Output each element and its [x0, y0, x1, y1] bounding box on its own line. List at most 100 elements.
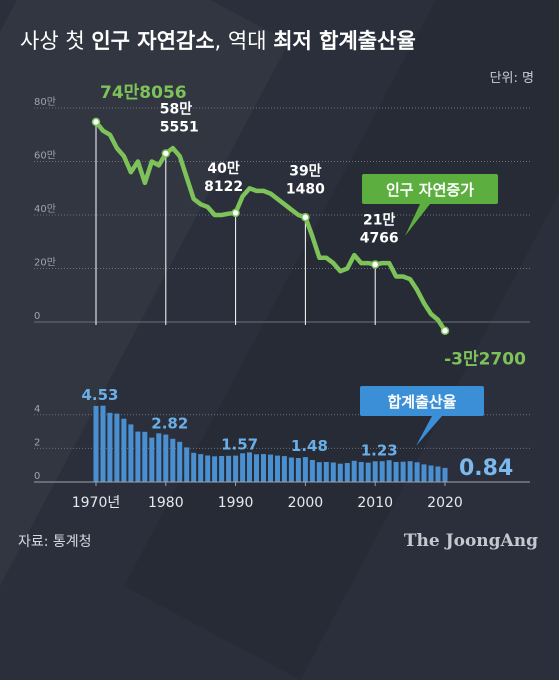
fertility-bar	[247, 452, 252, 482]
title-part-2: 인구 자연감소	[91, 29, 214, 53]
legend-natural-increase: 인구 자연증가	[362, 174, 498, 236]
x-tick-label: 1990	[218, 495, 254, 511]
line-chart-guides	[95, 121, 376, 325]
line-value-label: 39만	[289, 163, 321, 179]
fertility-bar	[114, 413, 120, 482]
bar-y-tick-label: 0	[34, 471, 40, 482]
line-value-label: 4766	[360, 231, 399, 247]
x-tick-label: 1980	[148, 495, 184, 511]
annotation-point	[370, 260, 380, 269]
fertility-bar	[428, 465, 434, 482]
fertility-bar	[93, 405, 99, 482]
x-tick-label: 2000	[288, 495, 324, 511]
fertility-bar	[100, 405, 106, 482]
line-value-label: 40만	[207, 161, 239, 177]
line-value-label: 1480	[286, 181, 325, 197]
title-part-4: 최저 합계출산율	[273, 29, 416, 53]
fertility-bar	[372, 461, 378, 482]
fertility-bar	[309, 460, 315, 482]
x-axis: 1970년 1980 1990 2000 2010 2020	[34, 481, 530, 511]
fertility-bar	[191, 452, 197, 482]
bar-value-label: 1.57	[221, 436, 258, 454]
source-label: 자료: 통계청	[18, 534, 92, 550]
line-chart-series	[93, 119, 448, 333]
unit-label: 단위: 명	[490, 71, 534, 86]
fertility-bar	[365, 462, 371, 482]
fertility-bar	[351, 460, 357, 482]
bar-value-label: 4.53	[81, 386, 118, 404]
bar-value-label: 0.84	[459, 456, 513, 481]
annotation-point	[301, 213, 310, 222]
fertility-bar	[386, 460, 392, 482]
fertility-bar	[261, 454, 266, 482]
line-y-tick-label: 20만	[34, 257, 56, 269]
bar-value-label: 2.82	[151, 415, 188, 433]
fertility-bar	[400, 461, 406, 482]
annotation-point	[440, 326, 450, 335]
line-value-label: 5551	[160, 119, 199, 135]
line-y-tick-label: 60만	[34, 150, 56, 162]
fertility-bar	[177, 441, 183, 482]
annotation-point	[91, 117, 101, 127]
fertility-bar	[421, 464, 427, 482]
fertility-bar	[281, 456, 287, 482]
fertility-bar	[163, 434, 169, 482]
fertility-bar	[288, 457, 294, 482]
fertility-bar	[337, 463, 343, 482]
fertility-bar	[198, 454, 204, 482]
fertility-bar	[226, 455, 232, 482]
title-part-1: 사상 첫	[20, 29, 91, 53]
fertility-bar	[142, 431, 148, 482]
fertility-bar	[358, 462, 364, 482]
line-y-tick-label: 40만	[34, 203, 56, 215]
fertility-bar	[184, 447, 190, 482]
fertility-bar	[316, 462, 322, 482]
bar-y-tick-label: 2	[34, 437, 40, 448]
title-part-3: , 역대	[215, 29, 274, 53]
fertility-bar	[379, 461, 385, 482]
fertility-bar	[156, 433, 162, 482]
x-tick-label: 2020	[427, 495, 463, 511]
fertility-bar	[121, 418, 127, 482]
natural-increase-line	[93, 119, 448, 333]
bar-chart-annotations: 4.53 2.82 1.57 1.48 1.23 0.84	[81, 386, 513, 481]
fertility-bar	[233, 455, 239, 482]
fertility-bar	[128, 424, 134, 482]
brand-logo: The JoongAng	[404, 531, 538, 551]
fertility-bar	[393, 462, 399, 482]
fertility-bar	[149, 437, 155, 482]
x-tick-label: 1970년	[72, 495, 121, 511]
line-value-label: -3만2700	[444, 350, 526, 370]
line-value-label: 8122	[204, 179, 243, 195]
fertility-bar	[435, 466, 441, 482]
chart-canvas: 사상 첫 인구 자연감소, 역대 최저 합계출산율 단위: 명 0 20만 40만 6…	[18, 29, 538, 551]
fertility-bar	[219, 456, 225, 482]
line-value-label: 21만	[363, 213, 395, 229]
fertility-bar	[330, 462, 336, 482]
fertility-bar	[442, 467, 448, 482]
line-y-tick-label: 80만	[34, 96, 56, 108]
legend-fertility-rate-label: 합계출산율	[387, 393, 456, 411]
annotation-point	[231, 208, 240, 218]
fertility-bar	[302, 457, 308, 482]
bar-y-tick-label: 4	[34, 404, 40, 415]
fertility-bar	[344, 463, 350, 482]
fertility-bar	[205, 455, 211, 482]
line-y-tick-label: 0	[34, 311, 40, 322]
fertility-bar	[407, 461, 413, 482]
fertility-bar	[135, 431, 141, 482]
legend-natural-increase-label: 인구 자연증가	[386, 181, 474, 199]
chart-title: 사상 첫 인구 자연감소, 역대 최저 합계출산율	[20, 29, 416, 53]
bar-value-label: 1.23	[361, 441, 398, 459]
bar-chart-series	[93, 405, 448, 482]
fertility-bar	[323, 462, 329, 482]
bar-value-label: 1.48	[291, 437, 328, 455]
fertility-bar	[170, 438, 176, 482]
fertility-bar	[240, 453, 246, 482]
fertility-bar	[275, 455, 280, 482]
fertility-bar	[414, 462, 420, 482]
line-value-label: 58만	[160, 101, 192, 117]
legend-fertility-rate: 합계출산율	[360, 386, 484, 446]
fertility-bar	[107, 412, 113, 482]
